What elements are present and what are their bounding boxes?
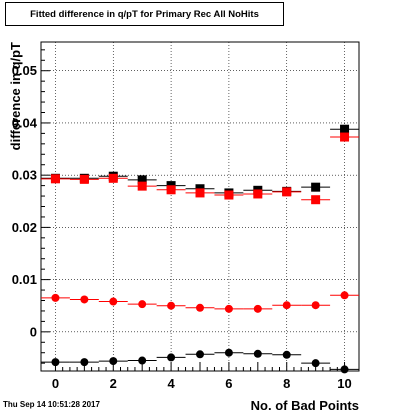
y-tick-label: 0.02 xyxy=(12,220,37,235)
data-point-circle xyxy=(253,304,262,313)
data-point-square xyxy=(253,189,263,199)
data-point-circle xyxy=(253,349,262,358)
x-axis-label: No. of Bad Points xyxy=(251,398,359,413)
data-point-circle xyxy=(311,301,320,310)
plot-frame xyxy=(40,41,360,372)
data-point-circle xyxy=(51,293,60,302)
y-tick-label: 0.03 xyxy=(12,168,37,183)
data-point-circle xyxy=(224,304,233,313)
y-axis-label: difference in q/pT xyxy=(8,42,23,150)
x-tick-label: 2 xyxy=(110,376,117,391)
x-tick-label: 8 xyxy=(283,376,290,391)
data-point-circle xyxy=(196,303,204,312)
data-point-square xyxy=(137,175,147,185)
data-point-circle xyxy=(224,348,233,357)
data-point-circle xyxy=(340,291,349,300)
data-point-circle xyxy=(167,301,176,310)
data-point-circle xyxy=(80,295,89,304)
data-point-square xyxy=(282,187,292,197)
data-point-circle xyxy=(80,358,89,367)
data-point-circle xyxy=(196,350,204,359)
data-point-circle xyxy=(282,350,291,359)
data-point-circle xyxy=(138,356,147,365)
chart-title: Fitted difference in q/pT for Primary Re… xyxy=(5,2,284,26)
data-point-square xyxy=(108,173,118,183)
data-point-circle xyxy=(340,365,349,374)
axes: 0 2 4 6 8 10 0 0.01 0.02 0.03 0.04 0.05 xyxy=(12,49,352,391)
x-tick-label: 10 xyxy=(337,376,351,391)
data-point-circle xyxy=(311,359,320,368)
data-series xyxy=(41,124,359,374)
y-tick-label: 0.01 xyxy=(12,272,37,287)
data-point-square xyxy=(340,124,350,134)
data-point-square xyxy=(311,182,321,192)
data-point-square xyxy=(224,190,234,200)
timestamp-label: Thu Sep 14 10:51:28 2017 xyxy=(3,400,100,409)
y-tick-label: 0.05 xyxy=(12,63,37,78)
data-point-circle xyxy=(282,301,291,310)
data-point-square xyxy=(340,132,350,142)
data-point-square xyxy=(79,174,89,184)
data-point-square xyxy=(50,174,60,184)
data-point-circle xyxy=(167,353,176,362)
data-point-circle xyxy=(138,300,147,309)
data-point-square xyxy=(311,195,321,205)
grid-lines xyxy=(41,42,359,371)
data-point-circle xyxy=(109,357,118,366)
y-tick-label: 0 xyxy=(30,324,37,339)
y-tick-label: 0.04 xyxy=(12,115,38,130)
x-tick-label: 4 xyxy=(167,376,175,391)
data-point-circle xyxy=(109,297,118,306)
x-tick-label: 6 xyxy=(225,376,232,391)
data-point-square xyxy=(137,181,147,191)
data-point-square xyxy=(195,188,205,198)
data-point-square xyxy=(166,185,176,195)
x-tick-label: 0 xyxy=(52,376,59,391)
data-point-circle xyxy=(51,358,60,367)
